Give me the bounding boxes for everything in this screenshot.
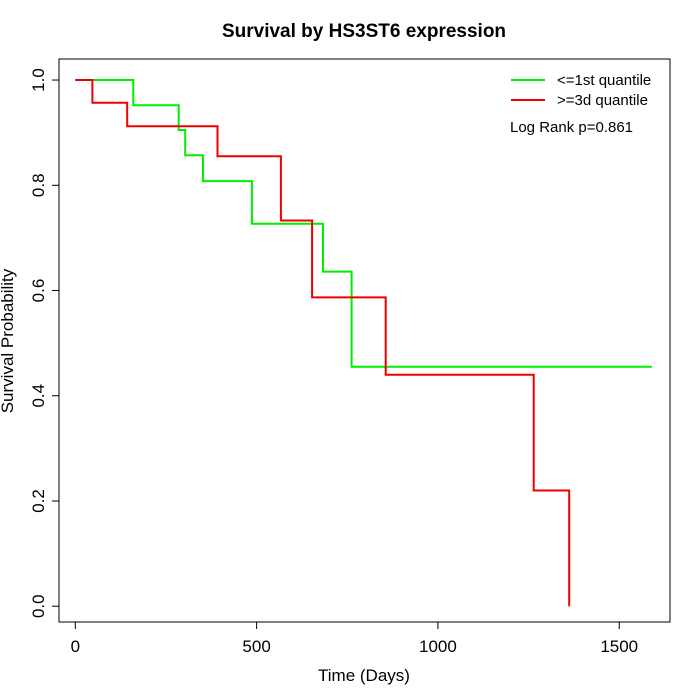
x-axis: 0 500 1000 1500 <box>71 621 638 656</box>
chart-title: Survival by HS3ST6 expression <box>222 21 506 42</box>
y-axis: 0.0 0.2 0.4 0.6 0.8 1.0 <box>29 68 60 618</box>
survival-curve-series-2 <box>75 79 571 607</box>
y-tick-label: 0.8 <box>29 173 48 197</box>
survival-curve-series-1 <box>75 79 652 368</box>
plot-frame <box>58 58 671 623</box>
legend: <=1st quantile >=3d quantile <box>511 72 651 109</box>
y-axis-label: Survival Probability <box>0 268 17 413</box>
y-tick-label: 0.0 <box>29 594 48 618</box>
survival-curves <box>75 79 652 607</box>
legend-label: >=3d quantile <box>557 92 648 109</box>
y-tick-label: 0.4 <box>29 384 48 408</box>
y-tick-label: 1.0 <box>29 68 48 92</box>
legend-label: <=1st quantile <box>557 72 651 89</box>
x-tick-label: 500 <box>242 637 270 656</box>
x-axis-label: Time (Days) <box>318 666 410 685</box>
y-tick-label: 0.2 <box>29 489 48 513</box>
y-tick-label: 0.6 <box>29 279 48 303</box>
x-tick-label: 1500 <box>600 637 638 656</box>
x-tick-label: 0 <box>71 637 80 656</box>
x-tick-label: 1000 <box>419 637 457 656</box>
log-rank-annotation: Log Rank p=0.861 <box>510 119 633 136</box>
